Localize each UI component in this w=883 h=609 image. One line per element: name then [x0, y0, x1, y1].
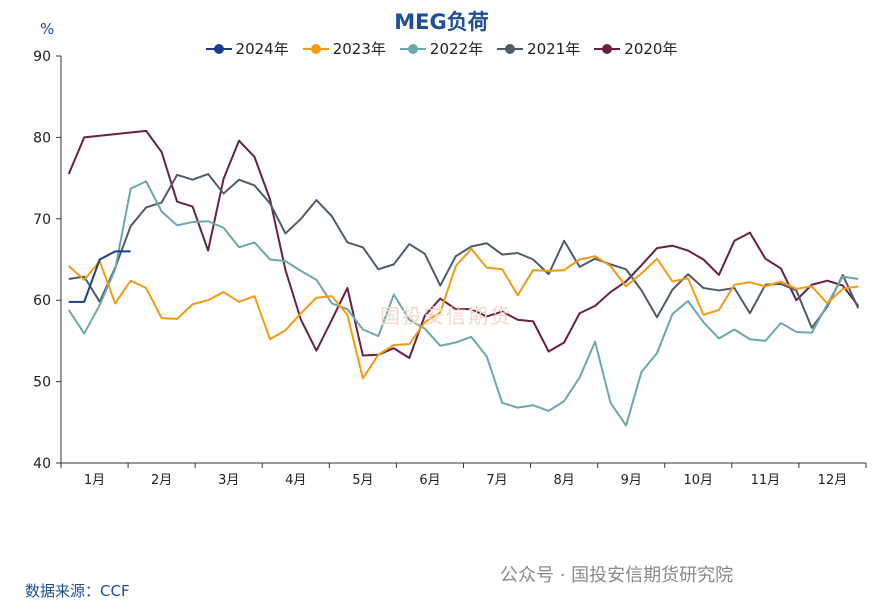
- y-tick-label: 80: [33, 130, 51, 146]
- x-tick-label: 12月: [818, 473, 848, 488]
- y-tick-label: 90: [33, 49, 51, 65]
- legend-item-2023: 2023年: [302, 38, 386, 59]
- x-tick-label: 10月: [684, 473, 714, 488]
- data-source-note: 数据来源：CCF: [25, 582, 130, 600]
- x-tick-label: 7月: [486, 473, 507, 488]
- x-tick-label: 3月: [218, 473, 239, 488]
- wechat-watermark: 公众号 · 国投安信期货研究院: [500, 565, 734, 586]
- legend-swatch-2020: [594, 43, 621, 54]
- chart-legend: 2024年 2023年 2022年 2021年 2020年: [0, 38, 883, 59]
- x-tick-label: 1月: [84, 473, 105, 488]
- x-tick-label: 11月: [751, 473, 781, 488]
- legend-label-2020: 2020年: [624, 40, 678, 58]
- legend-item-2022: 2022年: [399, 38, 484, 59]
- legend-label-2021: 2021年: [527, 40, 581, 58]
- x-tick-label: 8月: [553, 473, 574, 488]
- legend-item-2021: 2021年: [497, 38, 580, 59]
- x-tick-label: 5月: [352, 473, 373, 488]
- x-tick-label: 9月: [621, 473, 642, 488]
- series-line-2020: [67, 129, 860, 359]
- series-line-2022: [67, 180, 859, 427]
- legend-label-2024: 2024年: [235, 40, 289, 58]
- x-tick-label: 4月: [285, 473, 306, 488]
- series-line-2024: [68, 250, 131, 303]
- center-watermark: 国投安信期货: [380, 304, 512, 328]
- legend-item-2020: 2020年: [594, 38, 677, 59]
- y-tick-label: 40: [33, 456, 51, 472]
- legend-swatch-2022: [399, 43, 426, 54]
- y-tick-label: 60: [33, 293, 51, 309]
- series-line-2021: [68, 173, 860, 329]
- legend-label-2022: 2022年: [429, 40, 484, 58]
- x-tick-label: 2月: [151, 473, 172, 488]
- x-tick-label: 6月: [419, 473, 440, 488]
- legend-swatch-2024: [205, 43, 232, 54]
- legend-swatch-2021: [497, 43, 524, 54]
- y-tick-label: 70: [33, 212, 51, 228]
- legend-item-2024: 2024年: [205, 38, 289, 59]
- chart-title: MEG负荷: [394, 10, 489, 34]
- series-line-2023: [68, 247, 859, 380]
- legend-label-2023: 2023年: [332, 40, 386, 58]
- y-axis-unit-label: %: [40, 20, 55, 38]
- y-tick-label: 50: [33, 375, 51, 391]
- legend-swatch-2023: [302, 43, 329, 54]
